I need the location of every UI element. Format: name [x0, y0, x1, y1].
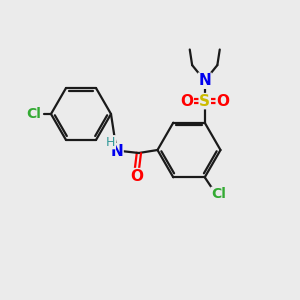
Text: O: O	[216, 94, 229, 109]
Text: Cl: Cl	[26, 107, 41, 121]
Text: O: O	[130, 169, 143, 184]
Text: N: N	[198, 73, 211, 88]
Text: H: H	[106, 136, 116, 149]
Text: Cl: Cl	[211, 188, 226, 201]
Text: S: S	[199, 94, 210, 109]
Text: O: O	[180, 94, 193, 109]
Text: N: N	[110, 144, 123, 159]
